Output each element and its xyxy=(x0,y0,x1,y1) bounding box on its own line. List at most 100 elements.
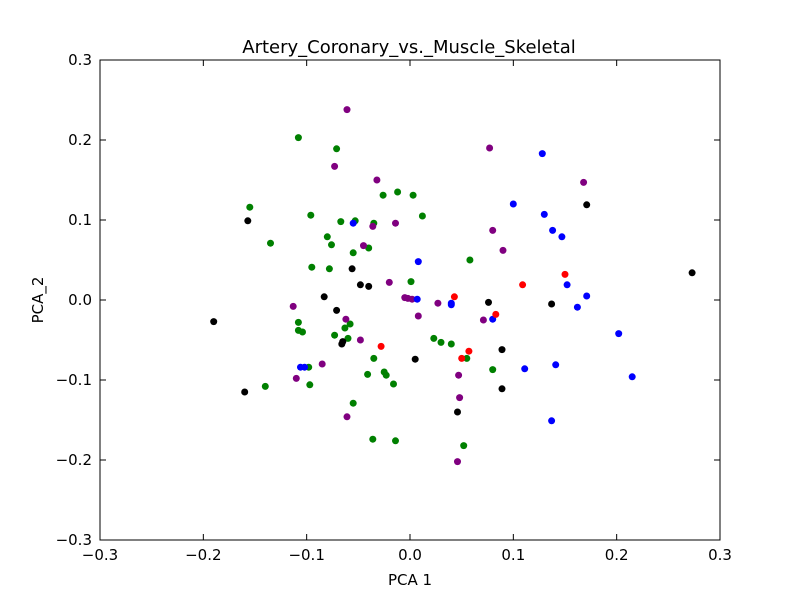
y-axis-label: PCA_2 xyxy=(29,277,48,324)
data-point-green-42 xyxy=(369,435,377,443)
data-point-blue-12 xyxy=(447,301,455,309)
data-point-black-2 xyxy=(688,269,696,277)
data-point-green-22 xyxy=(299,328,306,336)
data-point-green-19 xyxy=(466,256,474,264)
data-point-blue-17 xyxy=(552,361,560,369)
data-point-green-29 xyxy=(261,382,269,390)
data-point-green-43 xyxy=(392,437,399,445)
y-tick-label: 0.0 xyxy=(68,291,92,309)
y-tick-label: 0.1 xyxy=(68,211,92,229)
data-point-green-12 xyxy=(325,265,333,273)
y-tick-label: −0.1 xyxy=(56,371,92,389)
data-point-green-38 xyxy=(447,340,455,348)
data-point-purple-10 xyxy=(385,278,393,286)
data-point-black-6 xyxy=(320,293,328,301)
data-point-purple-22 xyxy=(455,371,463,379)
data-point-purple-1 xyxy=(331,162,339,170)
data-point-green-40 xyxy=(489,366,497,374)
data-point-green-23 xyxy=(331,331,339,339)
data-point-purple-19 xyxy=(356,336,364,344)
data-point-purple-14 xyxy=(408,295,416,303)
data-point-green-15 xyxy=(394,188,402,196)
data-point-green-37 xyxy=(437,338,445,346)
data-point-green-17 xyxy=(418,212,426,220)
data-point-blue-15 xyxy=(628,373,636,381)
x-tick-label: 0.0 xyxy=(398,546,422,564)
data-point-purple-7 xyxy=(360,242,367,250)
data-point-purple-3 xyxy=(486,144,494,152)
data-point-black-4 xyxy=(356,281,364,289)
data-point-purple-17 xyxy=(479,316,487,324)
data-point-green-20 xyxy=(294,318,302,326)
data-point-black-1 xyxy=(583,201,591,209)
data-point-purple-25 xyxy=(454,458,461,466)
data-point-black-17 xyxy=(454,408,461,416)
data-point-green-31 xyxy=(370,354,378,362)
data-point-purple-8 xyxy=(489,226,497,234)
data-point-green-39 xyxy=(463,354,471,362)
data-point-purple-24 xyxy=(343,413,351,421)
data-point-green-14 xyxy=(379,191,387,199)
data-point-purple-5 xyxy=(392,219,399,227)
data-point-black-15 xyxy=(498,385,506,393)
x-tick-label: 0.3 xyxy=(708,546,732,564)
data-point-green-3 xyxy=(307,211,315,219)
data-point-green-16 xyxy=(409,191,417,199)
data-point-blue-0 xyxy=(538,150,546,158)
data-point-purple-18 xyxy=(342,315,350,323)
data-point-blue-9 xyxy=(573,303,581,311)
data-point-blue-5 xyxy=(414,258,422,266)
data-point-black-16 xyxy=(241,388,249,396)
data-point-blue-18 xyxy=(548,417,556,425)
data-point-blue-4 xyxy=(558,233,566,241)
y-tick-label: 0.2 xyxy=(68,131,92,149)
data-point-black-8 xyxy=(210,318,218,326)
data-point-purple-6 xyxy=(369,222,377,230)
data-point-blue-2 xyxy=(540,210,548,218)
data-point-purple-0 xyxy=(343,106,351,114)
data-point-green-33 xyxy=(382,371,390,379)
data-point-green-34 xyxy=(390,380,397,388)
data-point-black-13 xyxy=(411,355,419,363)
data-point-purple-15 xyxy=(414,312,422,320)
data-point-green-13 xyxy=(349,249,357,257)
data-point-black-5 xyxy=(365,282,373,290)
data-point-green-24 xyxy=(341,324,349,332)
data-point-red-4 xyxy=(377,342,385,350)
data-point-purple-21 xyxy=(292,374,300,382)
data-point-red-6 xyxy=(458,354,466,362)
data-point-red-3 xyxy=(492,310,500,318)
data-point-red-0 xyxy=(561,270,569,278)
y-tick-label: −0.3 xyxy=(56,531,92,549)
data-point-purple-4 xyxy=(580,178,588,186)
data-point-blue-10 xyxy=(413,295,421,303)
data-point-green-36 xyxy=(430,334,438,342)
y-tick-label: −0.2 xyxy=(56,451,92,469)
data-point-green-11 xyxy=(308,263,316,271)
x-tick-label: 0.1 xyxy=(501,546,525,564)
data-point-purple-9 xyxy=(499,246,507,254)
data-point-green-28 xyxy=(306,381,314,389)
data-point-green-25 xyxy=(346,320,354,328)
data-point-blue-16 xyxy=(521,365,529,373)
data-point-purple-16 xyxy=(434,299,442,307)
data-point-red-1 xyxy=(519,281,527,289)
data-point-green-26 xyxy=(344,334,352,342)
series-blue xyxy=(297,150,636,425)
series-purple xyxy=(289,106,588,466)
series-red xyxy=(377,270,569,362)
data-point-purple-20 xyxy=(318,360,326,368)
data-point-red-5 xyxy=(465,347,473,355)
x-tick-label: 0.2 xyxy=(605,546,629,564)
data-point-green-4 xyxy=(333,145,341,153)
x-axis-label: PCA 1 xyxy=(388,571,432,589)
x-tick-label: −0.1 xyxy=(288,546,324,564)
data-point-green-41 xyxy=(460,442,468,450)
data-point-green-35 xyxy=(349,399,357,407)
data-point-purple-11 xyxy=(289,302,297,310)
data-point-blue-6 xyxy=(349,219,357,227)
data-point-green-18 xyxy=(407,278,415,286)
data-point-blue-3 xyxy=(549,226,557,234)
